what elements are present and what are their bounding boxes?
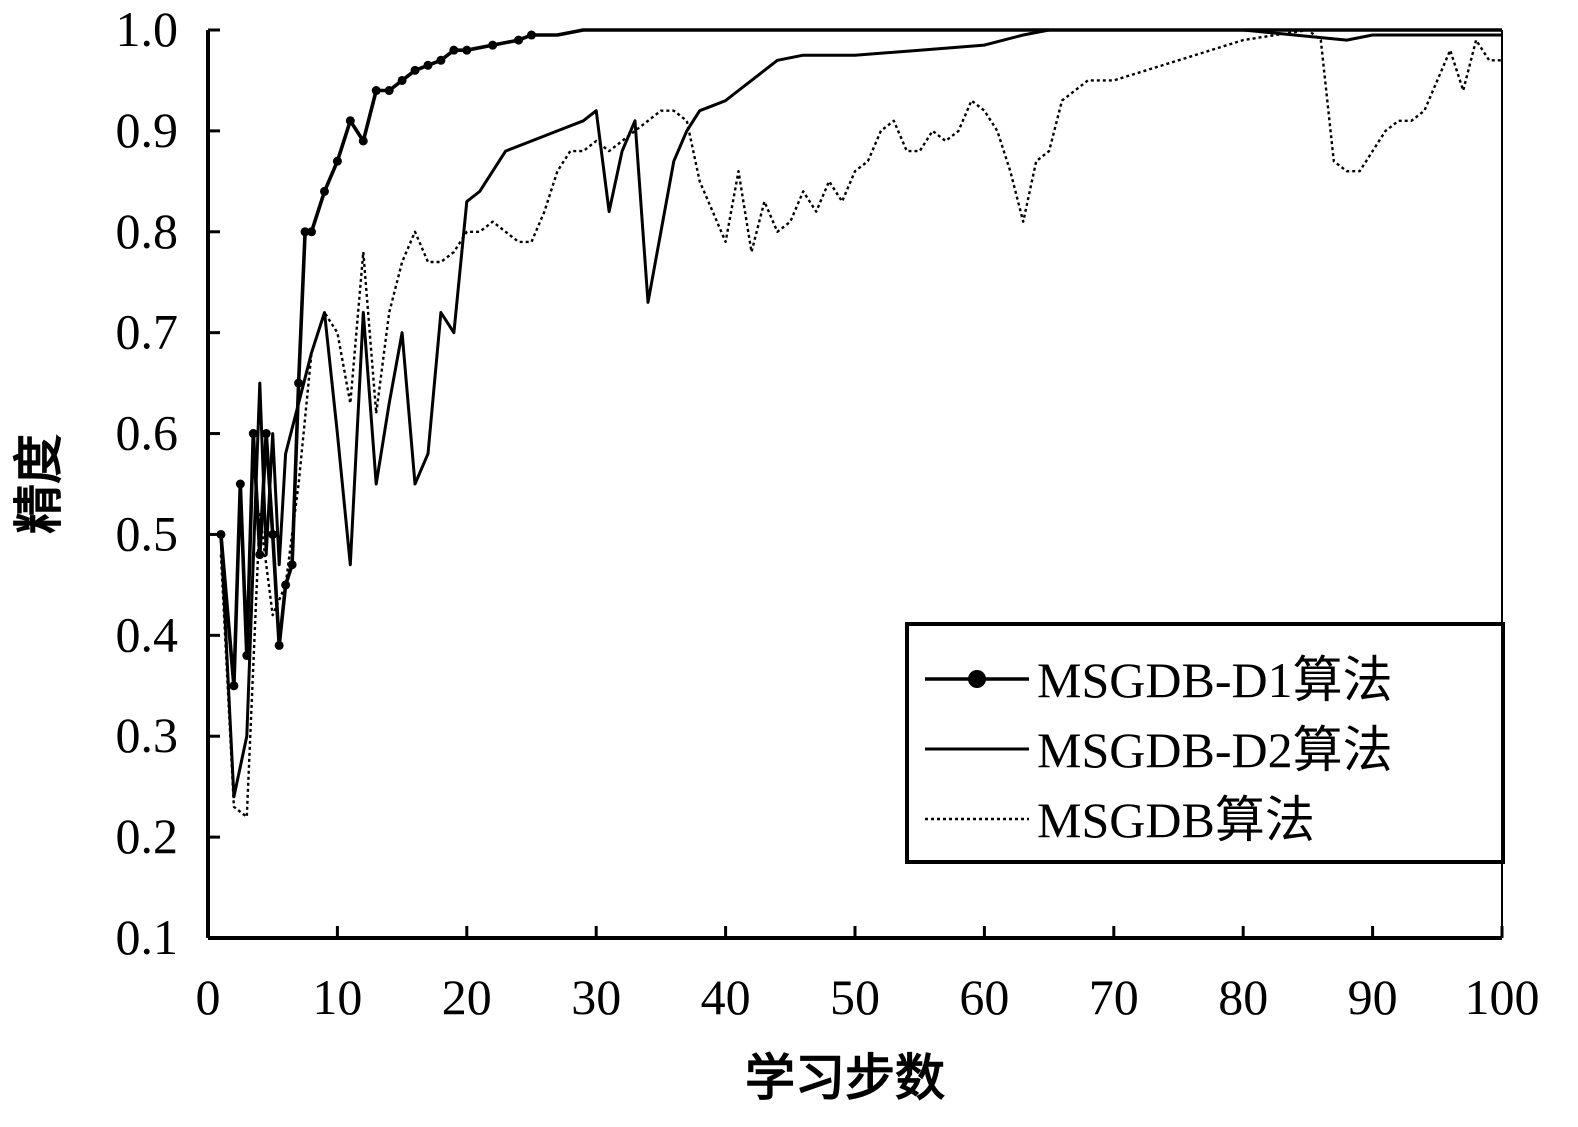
series-1-point [216, 529, 226, 539]
series-1-point [358, 136, 368, 146]
series-1-point [248, 429, 258, 439]
x-tick-label: 30 [571, 969, 621, 1025]
series-1-point [319, 186, 329, 196]
series-1-point [514, 35, 524, 45]
y-tick-label: 0.6 [116, 405, 179, 461]
series-1-point [436, 55, 446, 65]
legend: MSGDB-D1算法 MSGDB-D2算法 MSGDB算法 [905, 622, 1505, 864]
y-tick-label: 0.2 [116, 808, 179, 864]
x-tick-label: 100 [1465, 969, 1540, 1025]
series-1-point [449, 45, 459, 55]
legend-label-2: MSGDB-D2算法 [1037, 722, 1393, 778]
series-1-point [332, 156, 342, 166]
x-tick-label: 50 [830, 969, 880, 1025]
x-tick-label: 40 [701, 969, 751, 1025]
series-1-point [384, 86, 394, 96]
series-1-point [527, 30, 536, 40]
x-tick-label: 0 [196, 969, 221, 1025]
series-1-point [274, 640, 284, 650]
series-line-2 [219, 28, 1502, 799]
series-1-point [488, 40, 498, 50]
legend-label-3: MSGDB算法 [1037, 792, 1315, 848]
series-1-point [397, 75, 407, 85]
x-tick-label: 60 [959, 969, 1009, 1025]
x-tick-label: 20 [442, 969, 492, 1025]
y-axis-title: 精度 [11, 434, 67, 534]
series-1-point [235, 479, 245, 489]
y-tick-label: 0.8 [116, 203, 179, 259]
series-1-point [371, 86, 381, 96]
x-tick-label: 90 [1348, 969, 1398, 1025]
series-1-point [281, 580, 291, 590]
series-1-point [294, 378, 304, 388]
y-tick-label: 0.1 [116, 909, 179, 965]
series-1-point [261, 429, 271, 439]
y-tick-label: 0.9 [116, 102, 179, 158]
y-tick-label: 0.5 [116, 505, 179, 561]
legend-box [905, 622, 1505, 864]
series-1-point [242, 651, 252, 661]
x-tick-label: 70 [1089, 969, 1139, 1025]
series-1-point [268, 529, 278, 539]
series-1-point [462, 45, 472, 55]
series-1-point [229, 681, 239, 691]
series-1-point [287, 560, 297, 570]
series-1-point [423, 60, 433, 70]
series-layer [216, 28, 1502, 819]
series-1-point [255, 550, 265, 560]
series-1-point [345, 116, 355, 126]
legend-marker-1 [968, 670, 986, 688]
x-axis-title: 学习步数 [745, 1050, 945, 1106]
legend-label-1: MSGDB-D1算法 [1037, 652, 1393, 708]
y-tick-label: 0.4 [116, 606, 179, 662]
x-tick-label: 10 [312, 969, 362, 1025]
series-1-point [300, 227, 310, 237]
y-tick-label: 0.3 [116, 707, 179, 763]
axis-layer: 0 10 20 30 40 50 60 70 80 90 100 0.1 0.2 0.3 0.4 0.5 0.6… [116, 1, 1540, 1025]
y-tick-label: 0.7 [116, 304, 179, 360]
series-1-point [307, 227, 317, 237]
x-tick-label: 80 [1218, 969, 1268, 1025]
y-tick-label: 1.0 [116, 1, 179, 57]
series-1-point [410, 65, 420, 75]
